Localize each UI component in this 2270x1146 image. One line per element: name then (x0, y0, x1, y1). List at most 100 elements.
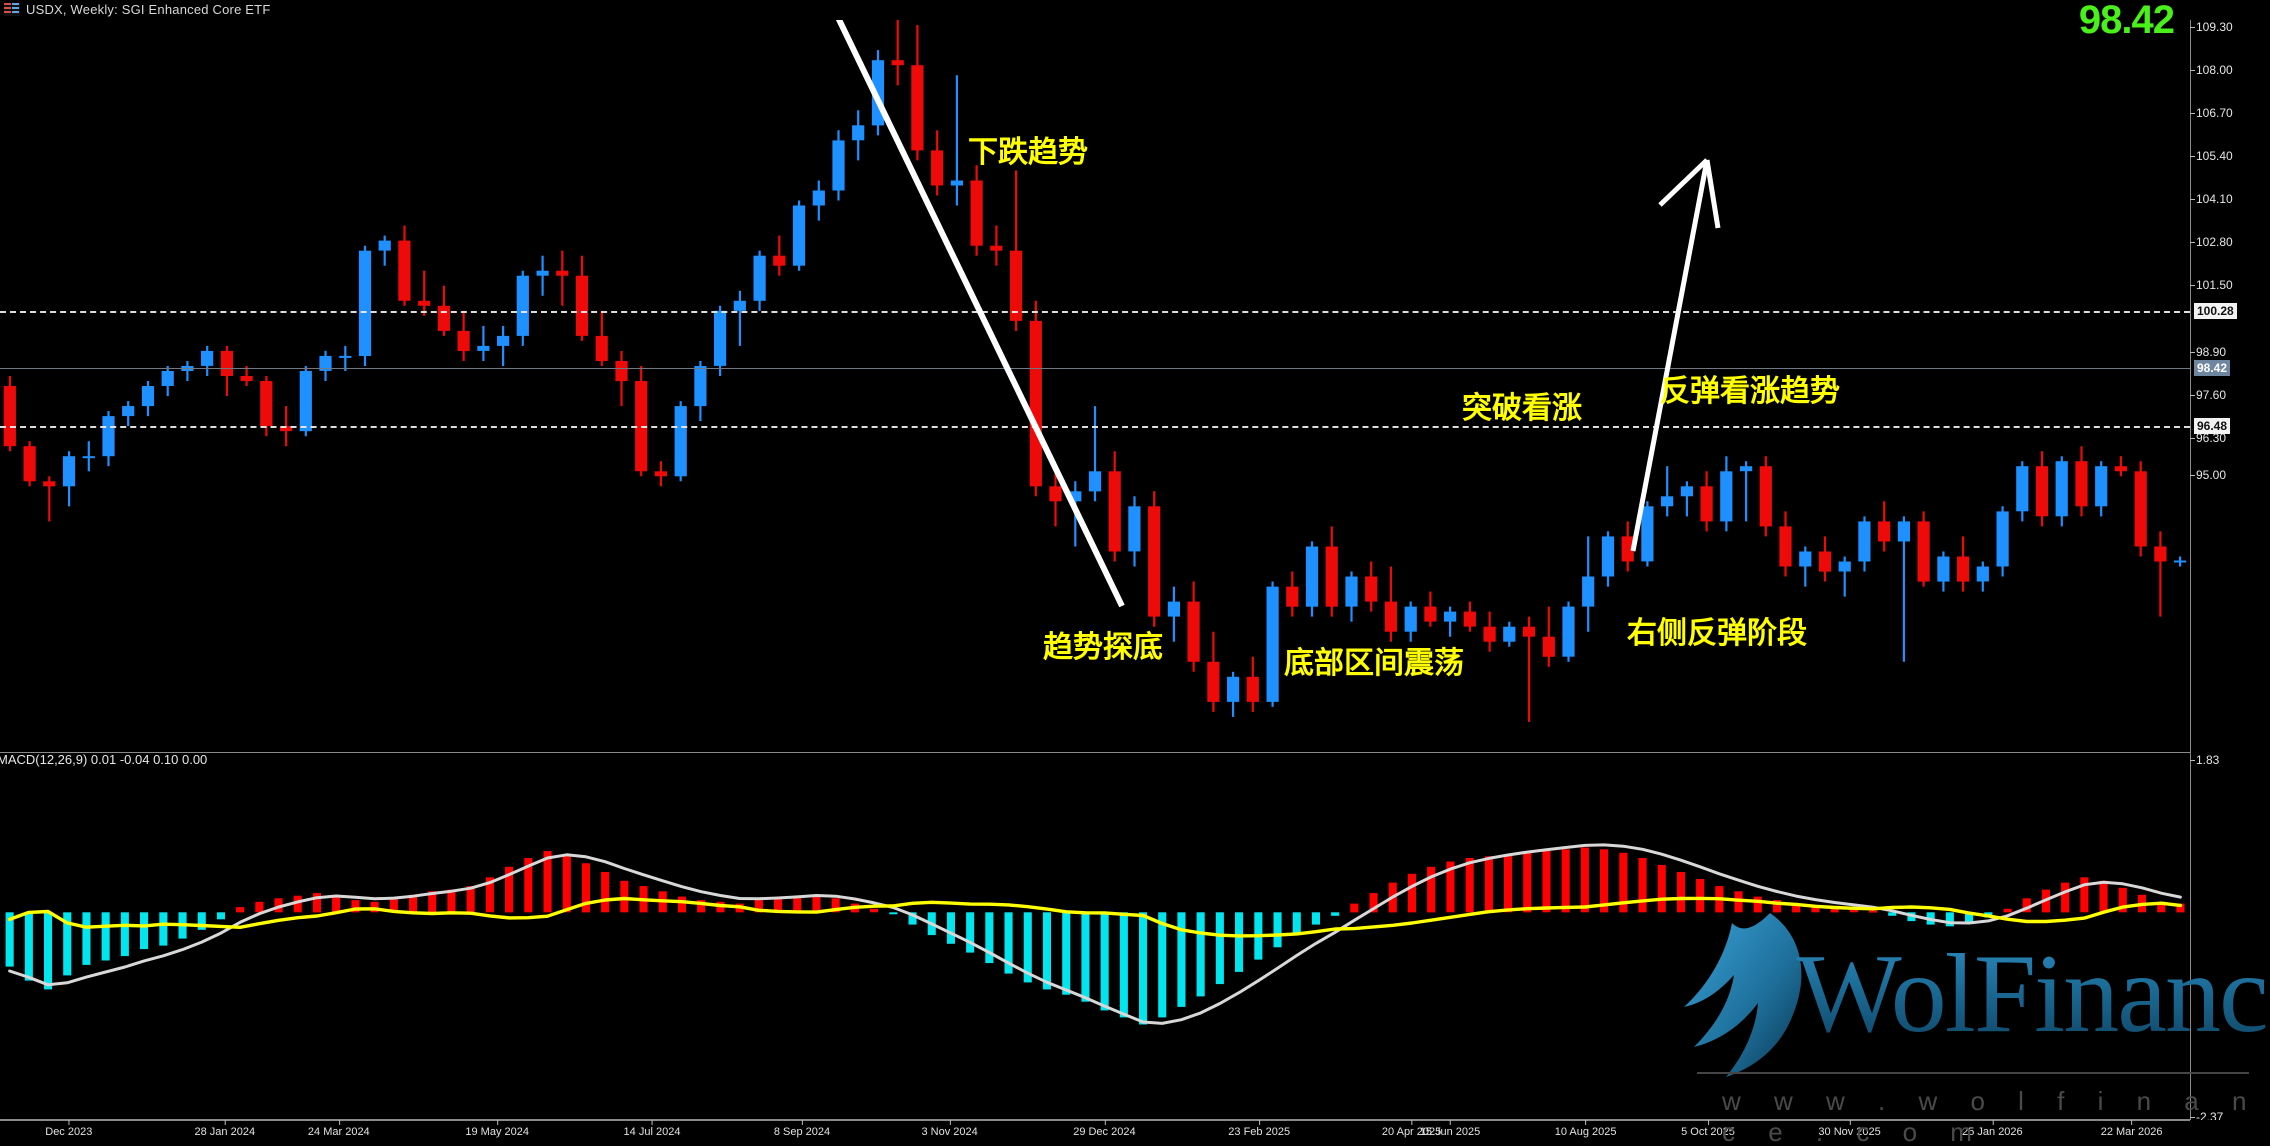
macd-histogram-bar (2118, 887, 2127, 913)
candle-body (220, 350, 233, 376)
price-tick-98-42[interactable]: 98.42 (2194, 360, 2231, 376)
candle-body (792, 205, 806, 266)
candle-body (1858, 521, 1871, 562)
macd-histogram-bar (485, 877, 494, 913)
current-98-42[interactable] (0, 368, 2190, 369)
macd-histogram-bar (1811, 905, 1820, 913)
macd-histogram-bar (389, 898, 398, 913)
candle-body (595, 335, 608, 361)
macd-histogram-bar (562, 854, 571, 913)
annotation-breakout-bullish: 突破看涨 (1462, 391, 1582, 426)
candle-body (280, 426, 293, 432)
macd-histogram-bar (1523, 852, 1532, 913)
candle-body (299, 371, 312, 432)
macd-histogram-bar (2176, 903, 2185, 913)
macd-histogram-bar (831, 898, 840, 913)
support-96-48[interactable] (0, 426, 2190, 428)
macd-histogram-bar (1350, 903, 1359, 913)
macd-histogram-bar (2022, 898, 2031, 913)
candle-body (2075, 461, 2088, 507)
macd-bottom-border (0, 1119, 2190, 1120)
candle-body (161, 371, 174, 386)
price-tick-102-80: 102.80 (2190, 235, 2233, 249)
chart-header: USDX, Weekly: SGI Enhanced Core ETF (0, 0, 2270, 20)
pane-divider (0, 752, 2190, 753)
macd-histogram-bar (1158, 912, 1167, 1018)
candle-body (832, 140, 845, 191)
candle-body (1404, 606, 1417, 632)
macd-histogram-bar (1273, 912, 1282, 948)
candle-body (1680, 486, 1693, 497)
macd-pane[interactable] (0, 752, 2190, 1120)
macd-indicator-label: MACD(12,26,9) 0.01 -0.04 0.10 0.00 (0, 752, 208, 767)
price-axis-separator (2190, 0, 2191, 1120)
date-label: 10 Aug 2025 (1554, 1120, 1617, 1138)
candle-body (1088, 471, 1102, 492)
macd-tick-1neg83: 1.83 (2189, 753, 2220, 767)
macd-histogram-bar (946, 912, 955, 944)
macd-histogram-bar (1062, 912, 1071, 995)
price-tick-96-48[interactable]: 96.48 (2194, 418, 2231, 434)
candle-body (714, 310, 727, 366)
candle-body (1976, 566, 1989, 582)
macd-histogram-bar (1081, 912, 1090, 1002)
macd-histogram-bar (754, 900, 763, 913)
macd-line (8, 843, 2182, 1025)
macd-histogram-bar (1139, 912, 1148, 1025)
price-tick-100-28[interactable]: 100.28 (2194, 303, 2237, 319)
macd-series (5, 843, 2185, 1025)
date-label: 19 May 2024 (465, 1120, 529, 1138)
candle-body (1503, 626, 1516, 642)
candle-body (970, 180, 983, 246)
macd-histogram-bar (1792, 903, 1801, 913)
candle-body (575, 275, 589, 336)
macd-histogram-bar (236, 907, 245, 913)
candle-body (2174, 560, 2187, 563)
candle-body (950, 180, 963, 186)
price-axis[interactable]: 109.30 108.00 106.70 105.40 104.10 102.80 101.… (2189, 0, 2270, 1124)
candle-body (1187, 601, 1200, 662)
macd-histogram-bar (1311, 912, 1320, 925)
date-axis-rule (0, 1120, 2190, 1121)
macd-histogram-bar (101, 912, 110, 961)
candle-body (1069, 491, 1082, 502)
candle-body (1384, 601, 1397, 632)
macd-histogram-bar (985, 912, 994, 964)
date-label: 30 Nov 2025 (1818, 1120, 1881, 1138)
macd-histogram-bar (1427, 866, 1436, 913)
price-tick-95-00: 95.00 (2189, 468, 2227, 482)
macd-histogram-bar (2157, 901, 2166, 913)
candle-body (1601, 536, 1615, 577)
candle-body (871, 60, 885, 126)
macd-histogram-bar (543, 851, 552, 913)
candle-body (1365, 576, 1378, 602)
candle-body (1029, 320, 1042, 487)
candle-body (2016, 466, 2029, 512)
candle-body (2095, 466, 2108, 507)
candle-body (1444, 611, 1457, 622)
date-label: 22 Mar 2026 (2100, 1120, 2163, 1138)
macd-histogram-bar (1869, 910, 1878, 913)
candle-body (753, 255, 766, 301)
annotation-trend-bottoming: 趋势探底 (1043, 630, 1163, 665)
macd-histogram-bar (1561, 849, 1570, 913)
candle-body (1700, 486, 1713, 522)
candle-body (1621, 536, 1634, 562)
candle-body (1897, 521, 1910, 542)
macd-histogram-bar (1580, 847, 1589, 913)
candle-body (2154, 546, 2167, 562)
macd-histogram-bar (1657, 865, 1666, 913)
candle-body (990, 245, 1003, 251)
date-label: 14 Jul 2024 (623, 1120, 681, 1138)
candle-body (1128, 506, 1141, 552)
date-axis[interactable]: Dec 2023 28 Jan 2024 24 Mar 2024 19 May 202… (0, 1120, 2270, 1146)
candle-body (398, 240, 411, 301)
macd-histogram-bar (82, 912, 91, 965)
macd-histogram-bar (1484, 856, 1493, 913)
candle-body (1522, 626, 1536, 637)
macd-histogram-bar (312, 893, 321, 913)
macd-histogram-bar (409, 894, 418, 913)
candle-body (240, 376, 253, 381)
date-label: 5 Oct 2025 (1681, 1120, 1735, 1138)
resistance-100-28[interactable] (0, 311, 2190, 313)
